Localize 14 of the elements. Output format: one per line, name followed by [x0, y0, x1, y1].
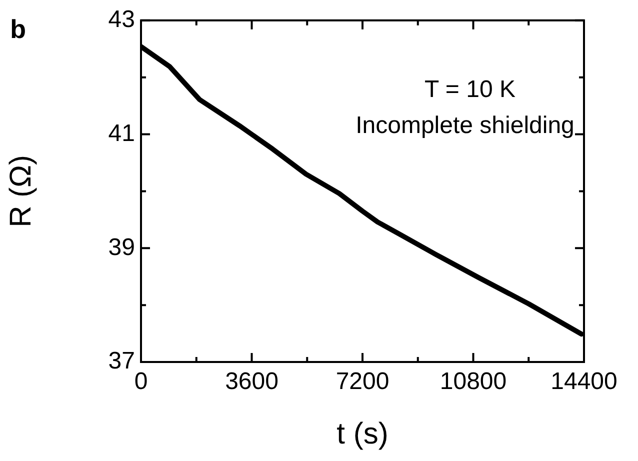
x-axis-title: t (s) [336, 417, 388, 450]
y-tick-label: 37 [108, 348, 135, 375]
x-tick-label: 3600 [225, 368, 278, 396]
x-tick-label: 0 [134, 368, 148, 396]
annotation: T = 10 K [424, 76, 516, 103]
annotation: Incomplete shielding [356, 112, 574, 139]
y-tick-label: 39 [108, 234, 135, 261]
x-tick-label: 10800 [440, 368, 507, 396]
text: b [10, 14, 26, 44]
y-axis-title: R (Ω) [4, 154, 38, 228]
x-tick-label: 14400 [550, 368, 618, 396]
y-tick-label: 43 [108, 6, 135, 34]
y-tick-label: 41 [108, 120, 135, 147]
x-tick-label: 7200 [336, 368, 390, 396]
